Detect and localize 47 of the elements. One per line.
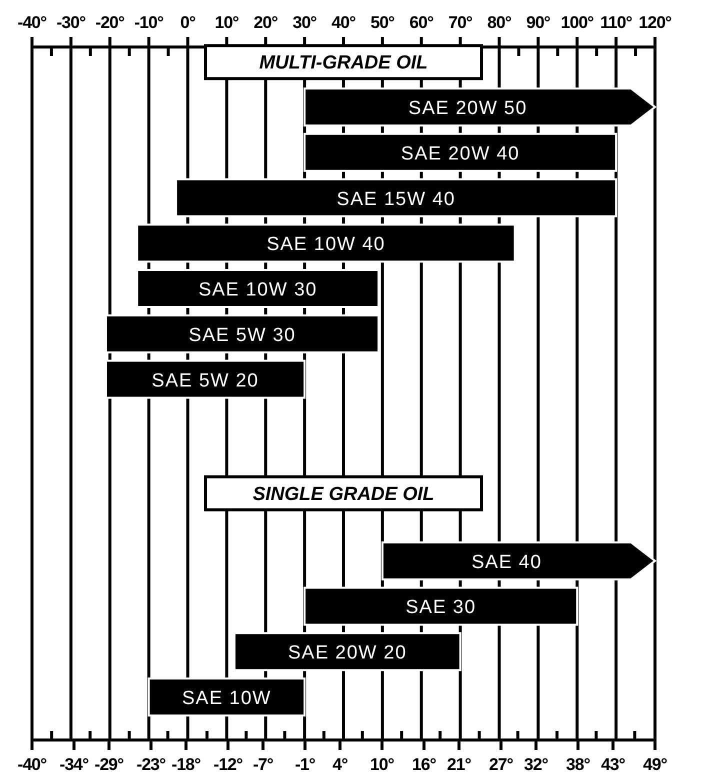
x-tick-label: -40° — [18, 755, 48, 774]
x-tick-label: -18° — [172, 755, 202, 774]
x-tick-label: -12° — [214, 755, 244, 774]
x2-tick-label: -10° — [134, 13, 164, 32]
x2-tick-label: 70° — [448, 13, 474, 32]
annotation: MULTI-GRADE OIL — [259, 52, 428, 74]
y-tick-label: SAE 5W 20 — [152, 370, 259, 392]
x-tick-label: 27° — [489, 755, 514, 774]
x2-tick-label: 0° — [180, 13, 196, 32]
y-tick-label: SAE 20W 20 — [288, 642, 407, 664]
x2-tick-label: -20° — [95, 13, 126, 32]
x2-tick-label: 20° — [254, 13, 278, 32]
x2-tick-label: 30° — [292, 13, 318, 32]
x-tick-label: 16° — [412, 755, 437, 774]
x-tick-label: 4° — [332, 755, 348, 774]
x2-tick-label: 120° — [638, 13, 672, 32]
y-tick-label: SAE 15W 40 — [336, 188, 456, 210]
y-tick-label: SAE 5W 30 — [188, 324, 296, 346]
y-tick-label: SAE 10W 40 — [266, 234, 386, 256]
x2-tick-label: 90° — [526, 13, 551, 32]
x-tick-label: -7° — [252, 755, 274, 774]
y-tick-label: SAE 20W 50 — [408, 98, 528, 119]
x2-tick-label: 40° — [332, 13, 356, 32]
x2-tick-label: 50° — [370, 13, 396, 32]
y-tick-label: SAE 10W — [182, 688, 272, 709]
x2-tick-label: -40° — [18, 13, 48, 32]
x-tick-label: -1° — [294, 755, 316, 774]
x-tick-label: 43° — [601, 755, 626, 774]
x2-tick-label: 60° — [409, 13, 434, 32]
x-tick-label: -23° — [136, 755, 166, 774]
x-tick-label: 21° — [447, 755, 472, 774]
y-tick-label: SAE 10W 30 — [198, 280, 318, 301]
x-tick-label: 32° — [524, 755, 549, 774]
y-tick-label: SAE 30 — [406, 597, 476, 618]
x-tick-label: -29° — [94, 755, 124, 774]
y-tick-label: SAE 40 — [472, 552, 542, 573]
x-tick-label: 10° — [370, 755, 395, 774]
x2-tick-label: 110° — [600, 13, 633, 32]
x2-tick-label: 10° — [214, 13, 240, 32]
x-tick-label: 49° — [643, 755, 668, 774]
x2-tick-label: 80° — [487, 13, 512, 32]
y-tick-label: SAE 20W 40 — [400, 143, 520, 164]
x2-tick-label: 100° — [560, 13, 594, 32]
x-tick-label: -34° — [60, 755, 90, 774]
x2-tick-label: -30° — [56, 13, 86, 32]
x-tick-label: 38° — [566, 755, 591, 774]
annotation: SINGLE GRADE OIL — [252, 484, 434, 505]
